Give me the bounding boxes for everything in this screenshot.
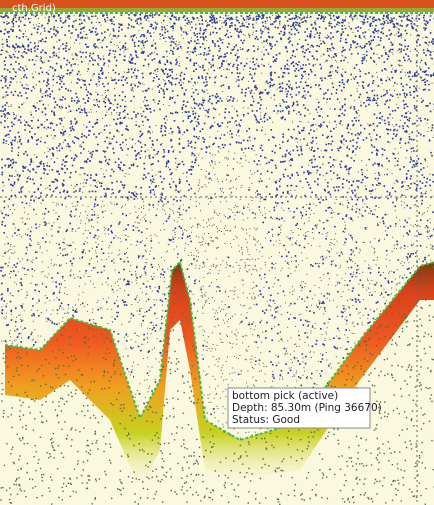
page: cth.Grid) bottom pick (active) Depth: 85… (0, 0, 434, 505)
surface-band (0, 0, 434, 8)
tooltip-line: Status: Good (232, 414, 300, 426)
grid-label: cth.Grid) (12, 3, 56, 14)
surface-band-lower (0, 8, 434, 12)
tooltip-line: bottom pick (active) (232, 390, 338, 402)
echogram: cth.Grid) bottom pick (active) Depth: 85… (0, 0, 434, 505)
tooltip-line: Depth: 85.30m (Ping 36670) (232, 402, 382, 414)
tooltip: bottom pick (active) Depth: 85.30m (Ping… (228, 388, 382, 428)
